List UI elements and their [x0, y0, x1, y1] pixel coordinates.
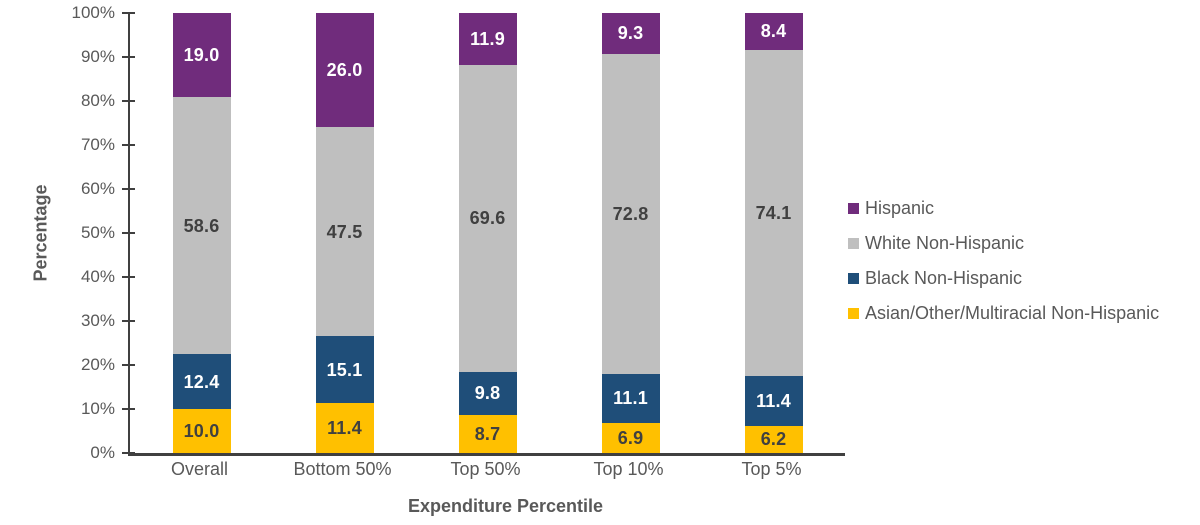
y-tick-mark — [122, 452, 135, 454]
bar-segment: 6.2 — [744, 425, 803, 453]
legend-label: Hispanic — [865, 198, 935, 218]
bar-segment: 74.1 — [744, 49, 803, 376]
bar-segment: 69.6 — [458, 65, 517, 372]
y-tick-mark — [122, 320, 135, 322]
segment-value-label: 72.8 — [612, 203, 649, 224]
y-tick-mark — [122, 188, 135, 190]
segment-value-label: 12.4 — [183, 371, 220, 392]
bar-segment: 11.4 — [744, 375, 803, 426]
bar-segment: 19.0 — [172, 13, 231, 97]
bar-segment: 11.9 — [458, 13, 517, 66]
y-tick-mark — [122, 100, 135, 102]
segment-value-label: 19.0 — [183, 44, 220, 65]
bar-segment: 47.5 — [315, 127, 374, 337]
bar-segment: 15.1 — [315, 336, 374, 403]
x-category-label: Top 5% — [741, 459, 802, 479]
x-axis-category-labels: Overall Bottom 50% Top 50% Top 10% Top 5% — [128, 459, 843, 480]
legend-label: Asian/Other/Multiracial Non-Hispanic — [865, 303, 1160, 323]
y-tick-label: 100% — [71, 3, 115, 22]
segment-value-label: 9.8 — [474, 383, 501, 404]
bar-segment: 26.0 — [315, 13, 374, 128]
stacked-bar: 26.0 47.5 15.1 11.4 — [315, 13, 374, 453]
y-tick-label: 60% — [80, 179, 115, 198]
y-tick-label: 40% — [80, 267, 115, 286]
bar-segment: 72.8 — [601, 53, 660, 374]
segment-value-label: 47.5 — [326, 221, 363, 242]
bar-segment: 11.1 — [601, 373, 660, 423]
bar-segment: 12.4 — [172, 354, 231, 409]
y-tick-mark — [122, 408, 135, 410]
bar-segment: 8.4 — [744, 13, 803, 50]
y-tick-label: 90% — [80, 47, 115, 66]
bar-slot: 19.0 58.6 12.4 10.0 — [130, 13, 273, 453]
x-axis-title: Expenditure Percentile — [407, 496, 604, 516]
legend: Hispanic White Non-Hispanic Black Non-Hisp… — [848, 191, 1159, 331]
bar-segment: 6.9 — [601, 422, 660, 453]
stacked-bar: 11.9 69.6 9.8 8.7 — [458, 13, 517, 453]
segment-value-label: 11.4 — [327, 417, 362, 438]
bar-segment: 9.3 — [601, 13, 660, 54]
y-tick-mark — [122, 364, 135, 366]
y-tick-mark — [122, 56, 135, 58]
legend-swatch-icon — [848, 308, 859, 319]
bar-slot: 9.3 72.8 11.1 6.9 — [559, 13, 702, 453]
segment-value-label: 74.1 — [755, 202, 792, 223]
segment-value-label: 10.0 — [183, 420, 220, 441]
legend-swatch-icon — [848, 273, 859, 284]
x-category-label: Top 10% — [593, 459, 664, 479]
legend-swatch-icon — [848, 238, 859, 249]
legend-item: White Non-Hispanic — [848, 226, 1159, 261]
legend-item: Asian/Other/Multiracial Non-Hispanic — [848, 296, 1159, 331]
legend-swatch-icon — [848, 203, 859, 214]
legend-item: Hispanic — [848, 191, 1159, 226]
x-category-label: Top 50% — [450, 459, 521, 479]
y-tick-mark — [122, 144, 135, 146]
stacked-bar: 9.3 72.8 11.1 6.9 — [601, 13, 660, 453]
bar-slot: 11.9 69.6 9.8 8.7 — [416, 13, 559, 453]
segment-value-label: 9.3 — [617, 23, 644, 44]
bars-container: 19.0 58.6 12.4 10.0 26.0 47.5 15.1 11.4 11.9 69.6… — [130, 13, 845, 453]
segment-value-label: 6.2 — [760, 429, 787, 450]
y-tick-mark — [122, 276, 135, 278]
bar-slot: 8.4 74.1 11.4 6.2 — [702, 13, 845, 453]
segment-value-label: 8.4 — [760, 21, 787, 42]
y-tick-label: 70% — [80, 135, 115, 154]
y-tick-mark — [122, 232, 135, 234]
segment-value-label: 6.9 — [617, 427, 644, 448]
plot-area: 0% 10% 20% 30% 40% 50% 60% 70% 80% 90% 100% 19.0 58… — [72, 3, 845, 462]
x-category-label: Overall — [170, 459, 228, 479]
y-tick-label: 10% — [80, 399, 115, 418]
segment-value-label: 26.0 — [326, 60, 363, 81]
y-tick-label: 50% — [80, 223, 115, 242]
segment-value-label: 8.7 — [474, 423, 501, 444]
stacked-bar: 8.4 74.1 11.4 6.2 — [744, 13, 803, 453]
stacked-bar: 19.0 58.6 12.4 10.0 — [172, 13, 231, 453]
bar-slot: 26.0 47.5 15.1 11.4 — [273, 13, 416, 453]
y-tick-label: 30% — [80, 311, 115, 330]
bar-segment: 11.4 — [315, 402, 374, 453]
segment-value-label: 11.4 — [756, 390, 791, 411]
segment-value-label: 69.6 — [469, 208, 506, 229]
y-tick-label: 80% — [80, 91, 115, 110]
bar-segment: 10.0 — [172, 408, 231, 453]
legend-label: White Non-Hispanic — [865, 233, 1025, 253]
legend-label: Black Non-Hispanic — [865, 268, 1023, 288]
segment-value-label: 58.6 — [183, 215, 220, 236]
x-category-label: Bottom 50% — [293, 459, 392, 479]
bar-segment: 58.6 — [172, 96, 231, 355]
segment-value-label: 11.9 — [470, 29, 505, 50]
segment-value-label: 11.1 — [613, 388, 648, 409]
y-tick-mark — [122, 12, 135, 14]
y-tick-label: 0% — [90, 443, 115, 462]
bar-segment: 9.8 — [458, 371, 517, 415]
y-axis-tick-labels: 0% 10% 20% 30% 40% 50% 60% 70% 80% 90% 100% — [12, 3, 115, 462]
y-tick-label: 20% — [80, 355, 115, 374]
bar-segment: 8.7 — [458, 414, 517, 453]
legend-item: Black Non-Hispanic — [848, 261, 1159, 296]
segment-value-label: 15.1 — [326, 359, 363, 380]
